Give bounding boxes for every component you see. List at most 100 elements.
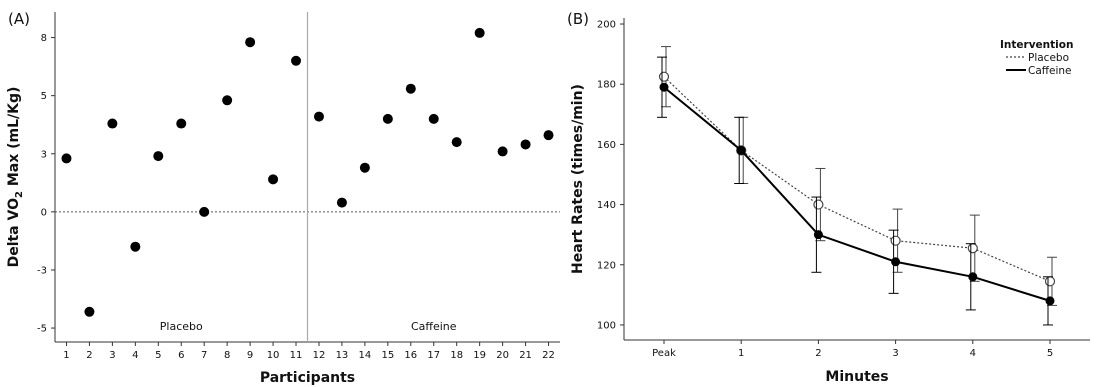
panel-a-x-tick-label: 13 [336,350,349,361]
data-point-caffeine [1045,296,1055,306]
scatter-point [359,162,370,173]
panel-b-x-tick-label: 2 [815,348,821,359]
scatter-point [222,95,233,106]
panel-a-y-tick-label: 5 [41,91,47,102]
panel-b-y-tick-label: 140 [597,200,616,211]
scatter-point [474,27,485,38]
panel-a-y-tick-label: 8 [41,33,47,44]
scatter-point [107,118,118,129]
scatter-point [405,83,416,94]
panel-a-x-tick-label: 4 [132,350,138,361]
panel-b-ticks: 100 120 140 160 180 200 Peak 1 2 3 4 5 [597,20,1053,359]
data-point-caffeine [736,145,746,155]
panel-a-y-tick-label: -5 [37,324,47,335]
panel-a-group-labels: Placebo Caffeine [160,320,457,333]
panel-a-x-tick-label: 8 [224,350,230,361]
scatter-point [268,174,279,185]
panel-a-x-tick-label: 18 [450,350,463,361]
data-point-caffeine [891,257,901,267]
panel-b-y-tick-label: 100 [597,320,616,331]
scatter-point [428,113,439,124]
scatter-point [245,37,256,48]
panel-a-x-tick-label: 21 [519,350,532,361]
panel-b-line-chart: (B) 100 120 140 160 180 200 Peak 1 2 3 4 5 Interven… [567,10,1090,385]
panel-a-x-tick-label: 7 [201,350,207,361]
y-axis-title-part: Max (mL/Kg) [6,87,22,191]
scatter-point [497,146,508,157]
series-line-caffeine [663,86,1051,302]
panel-a-label: (A) [8,10,30,28]
panel-b-series [657,46,1057,326]
panel-b-axes [623,18,1090,341]
panel-a-x-tick-label: 1 [63,350,69,361]
group-label-caffeine: Caffeine [411,320,457,333]
data-point-placebo [890,235,901,246]
group-label-placebo: Placebo [160,320,203,333]
panel-a-x-tick-label: 19 [473,350,486,361]
panel-b-y-tick-label: 160 [597,140,616,151]
panel-b-y-axis-title: Heart Rates (times/min) [570,84,586,274]
series-caffeine [657,56,1055,326]
legend-entry-caffeine: Caffeine [1028,65,1072,77]
legend-title: Intervention [1000,39,1073,51]
scatter-point [313,111,324,122]
panel-a-x-tick-label: 3 [109,350,115,361]
panel-b-x-tick-label: 5 [1047,348,1053,359]
panel-a-x-tick-label: 10 [267,350,280,361]
panel-a-x-tick-label: 22 [542,350,555,361]
scatter-point [382,113,393,124]
panel-a-points [61,27,554,317]
panel-a-y-tick-label: -3 [37,265,47,276]
data-point-caffeine [813,230,823,240]
scatter-point [61,153,72,164]
scatter-point [291,55,302,66]
panel-a-x-tick-label: 6 [178,350,184,361]
panel-b-x-tick-label: 4 [970,348,976,359]
panel-a-y-tick-label: 0 [41,207,47,218]
panel-b-x-axis-title: Minutes [825,369,888,385]
panel-a-x-tick-label: 16 [404,350,417,361]
panel-a-x-tick-label: 11 [290,350,303,361]
panel-a-x-tick-label: 15 [381,350,394,361]
scatter-point [130,241,141,252]
panel-a-x-tick-label: 12 [313,350,326,361]
panel-b-y-tick-label: 120 [597,260,616,271]
y-axis-title-part: Delta VO [6,198,22,268]
series-line-placebo [663,76,1051,282]
panel-a-x-tick-label: 14 [359,350,372,361]
panel-a-y-axis-title: Delta VO2 Max (mL/Kg) [6,87,25,268]
scatter-point [543,130,554,141]
panel-b-x-tick-label: 1 [738,348,744,359]
panel-a-x-tick-label: 17 [427,350,440,361]
series-placebo [658,46,1057,306]
scatter-point [336,197,347,208]
panel-a-x-tick-label: 20 [496,350,509,361]
panel-b-y-tick-label: 180 [597,80,616,91]
data-point-placebo [813,199,824,210]
panel-a-x-axis-title: Participants [260,370,355,386]
panel-a-y-tick-label: 3 [41,149,47,160]
scatter-point [199,206,210,217]
data-point-caffeine [659,82,669,92]
scatter-point [176,118,187,129]
data-point-placebo [1044,276,1056,287]
panel-a-axes [54,12,560,343]
panel-b-y-tick-label: 200 [597,20,616,31]
panel-b-x-tick-label: Peak [652,348,676,359]
data-point-placebo [967,243,978,254]
scatter-point [520,139,531,150]
panel-a-x-tick-label: 5 [155,350,161,361]
panel-a-x-tick-label: 2 [86,350,92,361]
data-point-caffeine [968,272,978,282]
scatter-point [451,137,462,148]
panel-b-x-tick-label: 3 [892,348,898,359]
data-point-placebo [658,71,670,82]
panel-b-label: (B) [567,10,589,28]
scatter-point [84,306,95,317]
panel-a-x-tick-label: 9 [247,350,253,361]
legend-entry-placebo: Placebo [1028,52,1069,64]
